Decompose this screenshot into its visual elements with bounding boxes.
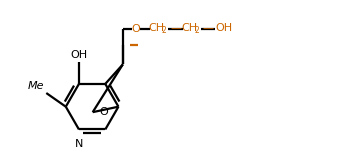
Text: —: — <box>202 23 213 33</box>
Text: O: O <box>99 107 108 117</box>
Text: CH: CH <box>181 23 197 33</box>
Text: —: — <box>170 23 181 33</box>
Text: 2: 2 <box>195 26 199 35</box>
Text: OH: OH <box>70 50 88 60</box>
Text: O: O <box>131 24 140 34</box>
Text: N: N <box>75 139 83 149</box>
Text: Me: Me <box>28 81 44 91</box>
Text: CH: CH <box>148 23 164 33</box>
Text: 2: 2 <box>162 26 166 35</box>
Text: OH: OH <box>216 23 233 33</box>
